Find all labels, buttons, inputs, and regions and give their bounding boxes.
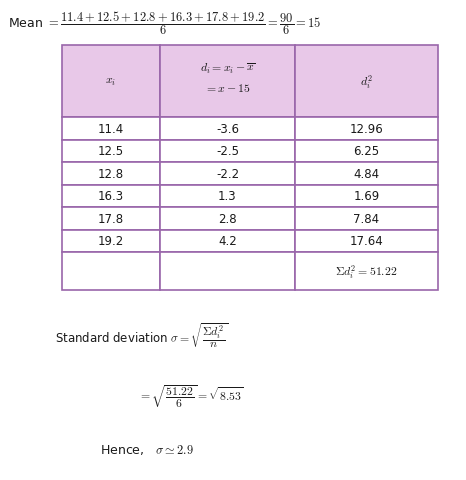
Text: 16.3: 16.3 xyxy=(98,190,124,203)
Bar xyxy=(295,46,438,118)
Text: 2.8: 2.8 xyxy=(218,212,237,225)
Bar xyxy=(160,118,295,140)
Text: $d_i^2$: $d_i^2$ xyxy=(360,73,373,91)
Text: 11.4: 11.4 xyxy=(98,122,124,135)
Text: 12.5: 12.5 xyxy=(98,145,124,158)
Bar xyxy=(295,140,438,163)
Bar xyxy=(62,185,160,207)
Bar xyxy=(160,140,295,163)
Text: Hence,   $\sigma \simeq 2.9$: Hence, $\sigma \simeq 2.9$ xyxy=(100,442,194,456)
Text: $\Sigma d_i^2 = 51.22$: $\Sigma d_i^2 = 51.22$ xyxy=(336,263,398,280)
Bar xyxy=(295,252,438,290)
Bar xyxy=(160,207,295,230)
Text: 17.64: 17.64 xyxy=(350,235,384,248)
Text: 12.8: 12.8 xyxy=(98,168,124,180)
Text: $= \sqrt{\dfrac{51.22}{6}} = \sqrt{8.53}$: $= \sqrt{\dfrac{51.22}{6}} = \sqrt{8.53}… xyxy=(138,382,244,409)
Bar xyxy=(62,46,160,118)
Bar xyxy=(295,207,438,230)
Bar xyxy=(62,163,160,185)
Bar xyxy=(62,252,160,290)
Text: Mean $=\dfrac{11.4+12.5+12.8+16.3+17.8+19.2}{6}=\dfrac{90}{6}=15$: Mean $=\dfrac{11.4+12.5+12.8+16.3+17.8+1… xyxy=(8,9,322,37)
Bar xyxy=(295,163,438,185)
Text: $x_i$: $x_i$ xyxy=(105,75,116,88)
Bar xyxy=(295,185,438,207)
Text: 1.3: 1.3 xyxy=(218,190,237,203)
Bar xyxy=(160,252,295,290)
Text: 4.2: 4.2 xyxy=(218,235,237,248)
Text: -3.6: -3.6 xyxy=(216,122,239,135)
Bar xyxy=(160,185,295,207)
Text: 4.84: 4.84 xyxy=(354,168,380,180)
Text: $d_i = x_i - \overline{x}$
$= x - 15$: $d_i = x_i - \overline{x}$ $= x - 15$ xyxy=(200,61,255,94)
Text: 7.84: 7.84 xyxy=(354,212,380,225)
Bar xyxy=(160,163,295,185)
Text: 12.96: 12.96 xyxy=(350,122,384,135)
Text: Standard deviation $\sigma = \sqrt{\dfrac{\Sigma d_i^2}{n}}$: Standard deviation $\sigma = \sqrt{\dfra… xyxy=(55,320,228,349)
Bar xyxy=(295,118,438,140)
Bar xyxy=(62,140,160,163)
Bar xyxy=(160,46,295,118)
Bar xyxy=(295,230,438,252)
Text: 19.2: 19.2 xyxy=(98,235,124,248)
Text: 17.8: 17.8 xyxy=(98,212,124,225)
Bar xyxy=(62,118,160,140)
Text: -2.2: -2.2 xyxy=(216,168,239,180)
Bar xyxy=(62,230,160,252)
Bar xyxy=(62,207,160,230)
Text: 6.25: 6.25 xyxy=(354,145,380,158)
Bar xyxy=(160,230,295,252)
Text: -2.5: -2.5 xyxy=(216,145,239,158)
Text: 1.69: 1.69 xyxy=(353,190,380,203)
